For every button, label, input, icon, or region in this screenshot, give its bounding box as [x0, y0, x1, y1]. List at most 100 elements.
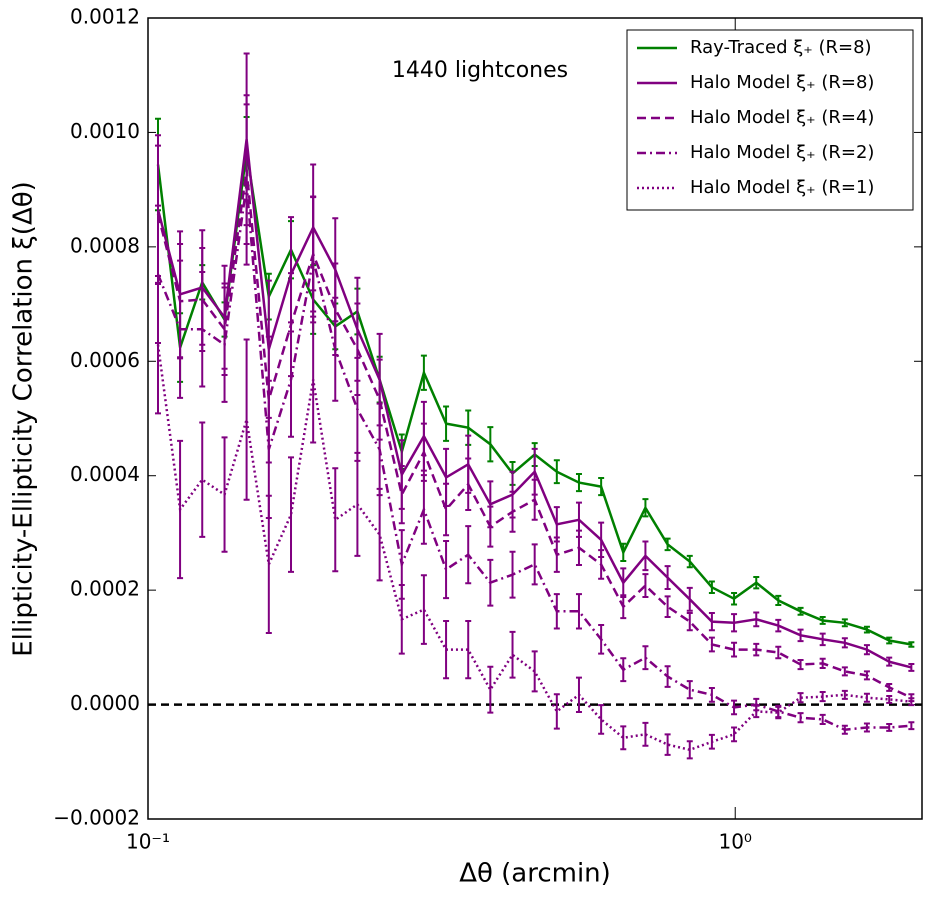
error-bar — [642, 573, 649, 599]
error-bar — [199, 271, 206, 388]
error-bar — [265, 494, 272, 635]
error-bar — [642, 540, 649, 572]
legend-label: Halo Model ξ₊ (R=8) — [690, 72, 874, 93]
error-bar — [531, 650, 538, 693]
error-bar — [797, 658, 804, 671]
y-tick-label: 0.0002 — [70, 577, 140, 601]
error-bar — [487, 665, 494, 714]
error-bar — [420, 574, 427, 645]
error-bar — [686, 586, 693, 612]
error-bar — [686, 680, 693, 700]
y-axis-label: Ellipticity-Ellipticity Correlation ξ(Δθ… — [9, 181, 39, 657]
legend-label: Halo Model ξ₊ (R=1) — [690, 177, 874, 198]
error-bar — [288, 321, 295, 438]
error-bar — [819, 632, 826, 647]
error-bar — [620, 542, 627, 562]
y-tick-label: 0.0006 — [70, 348, 140, 372]
legend-label: Halo Model ξ₊ (R=4) — [690, 107, 874, 128]
error-bar — [731, 592, 738, 606]
error-bar — [620, 657, 627, 683]
error-bar — [775, 594, 782, 607]
error-bar — [708, 612, 715, 632]
y-tick-label: 0.0004 — [70, 462, 140, 486]
error-bar — [487, 426, 494, 463]
error-bar — [376, 487, 383, 582]
error-bar — [819, 713, 826, 726]
error-bar — [841, 724, 848, 735]
error-bar — [509, 630, 516, 679]
error-bar — [465, 620, 472, 680]
error-bar — [642, 498, 649, 518]
y-tick-label: −0.0002 — [53, 806, 140, 830]
error-bar — [797, 606, 804, 616]
error-bar — [398, 583, 405, 655]
error-bar — [310, 315, 317, 444]
error-bar — [620, 567, 627, 599]
error-bar — [620, 725, 627, 751]
error-bar — [753, 704, 760, 719]
error-bar — [886, 656, 893, 667]
error-bar — [841, 618, 848, 628]
error-bar — [575, 472, 582, 493]
error-bar — [243, 338, 250, 501]
legend-label: Ray-Traced ξ₊ (R=8) — [690, 37, 872, 58]
error-bar — [775, 705, 782, 720]
error-bar — [819, 616, 826, 625]
x-axis-label: Δθ (arcmin) — [459, 859, 611, 889]
error-bar — [398, 464, 405, 525]
error-bar — [886, 723, 893, 732]
error-bar — [775, 645, 782, 660]
error-bar — [553, 536, 560, 573]
error-bar — [863, 644, 870, 656]
error-bar — [886, 636, 893, 645]
error-bar — [575, 593, 582, 630]
y-tick-label: 0.0012 — [70, 5, 140, 29]
error-bar — [177, 259, 184, 399]
error-bar — [863, 692, 870, 703]
error-bar — [553, 459, 560, 485]
error-bar — [841, 637, 848, 649]
error-bar — [177, 439, 184, 580]
error-bar — [908, 697, 915, 707]
error-bar — [443, 620, 450, 680]
error-bar — [753, 611, 760, 628]
error-bar — [686, 554, 693, 569]
error-bar — [465, 525, 472, 585]
legend-label: Halo Model ξ₊ (R=2) — [690, 142, 874, 163]
error-bar — [731, 641, 738, 658]
error-bar — [775, 618, 782, 633]
error-bar — [886, 682, 893, 692]
error-bar — [664, 665, 671, 688]
error-bar — [243, 103, 250, 266]
series-line — [156, 344, 912, 752]
error-bar — [487, 505, 494, 548]
error-bar — [797, 712, 804, 724]
series-line — [156, 184, 912, 731]
error-bar — [553, 593, 560, 630]
error-bar — [509, 490, 516, 533]
error-bar — [332, 296, 339, 402]
error-bar — [908, 641, 915, 648]
annotation: 1440 lightcones — [392, 58, 568, 83]
error-bar — [620, 594, 627, 620]
error-bar — [420, 474, 427, 545]
error-bar — [886, 694, 893, 704]
error-bar — [841, 689, 848, 700]
error-bar — [863, 625, 870, 634]
error-bar — [199, 421, 206, 538]
error-bar — [221, 286, 228, 403]
error-bar — [642, 645, 649, 671]
error-bar — [863, 670, 870, 681]
error-bar — [731, 726, 738, 743]
error-bar — [686, 612, 693, 632]
error-bar — [354, 451, 361, 557]
error-bar — [598, 477, 605, 497]
error-bar — [598, 624, 605, 655]
error-bar — [531, 543, 538, 586]
error-bar — [797, 692, 804, 704]
error-bar — [908, 662, 915, 672]
error-bar — [731, 613, 738, 633]
legend-box — [626, 29, 914, 211]
error-bar — [332, 467, 339, 573]
error-bar — [443, 482, 450, 537]
